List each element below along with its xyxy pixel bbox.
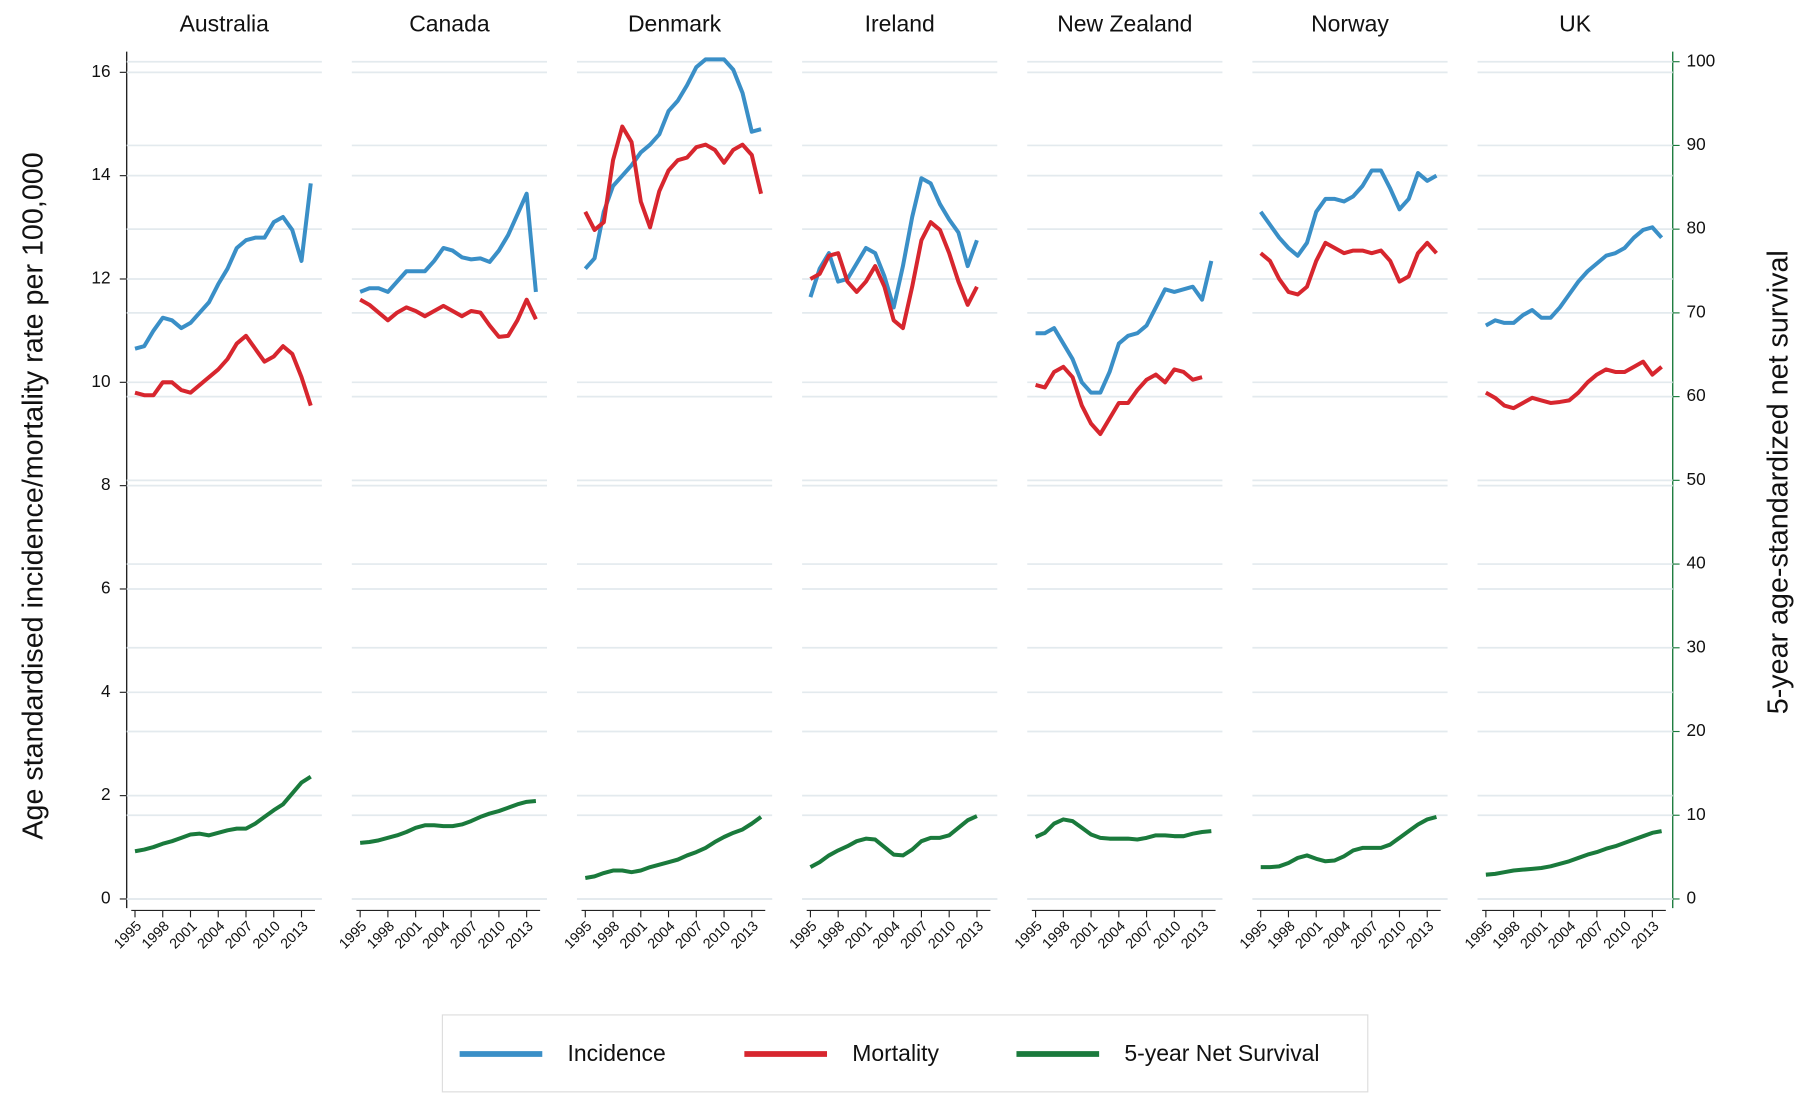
panel-title: Canada [409,10,490,36]
y2-tick-label: 40 [1686,553,1705,573]
series-line [808,176,979,310]
series-line [359,191,538,294]
series-line [809,814,978,869]
legend-label: 5-year Net Survival [1124,1040,1319,1066]
y2-axis-label: 5-year age-standardized net survival [1763,250,1795,714]
legend-label: Mortality [852,1040,939,1066]
legend-box [441,1014,1369,1093]
series-line [809,220,979,331]
series-line [1034,817,1212,842]
y-tick-label: 4 [101,681,111,701]
series-line [1260,814,1437,870]
y-tick-label: 12 [91,268,110,288]
y2-tick-label: 30 [1686,636,1705,656]
series-line [584,815,763,881]
y2-tick-label: 60 [1686,385,1705,405]
y-tick-label: 10 [91,371,110,391]
y-tick-label: 16 [91,61,110,81]
series-line [1485,829,1662,877]
panel-title: Ireland [865,10,935,36]
series-line [134,775,312,854]
series-line [1484,359,1663,411]
series-line [359,297,538,339]
y-tick-label: 2 [101,784,111,804]
y2-tick-label: 100 [1686,50,1715,70]
y-tick-label: 14 [91,164,111,184]
y2-tick-label: 70 [1686,301,1705,321]
panel-title: Australia [180,10,270,36]
y-tick-label: 6 [101,578,111,598]
y2-tick-label: 50 [1686,469,1705,489]
series-line [1484,225,1664,328]
series-line [134,333,313,407]
panel-title: Denmark [628,10,722,36]
panel-title: UK [1559,10,1592,36]
panel-title: New Zealand [1057,10,1192,36]
series-line [1259,168,1438,258]
legend-label: Incidence [568,1040,666,1066]
series-line [1035,364,1203,436]
panel-title: Norway [1311,10,1389,36]
series-line [1259,240,1438,297]
y2-tick-label: 20 [1686,720,1705,740]
y-tick-label: 0 [101,888,111,908]
y2-tick-label: 90 [1686,134,1705,154]
y2-tick-label: 80 [1686,218,1705,238]
series-line [359,799,537,845]
y2-tick-label: 0 [1686,888,1696,908]
series-line [134,183,313,351]
series-line [1035,260,1214,395]
series-line [583,57,762,270]
y-tick-label: 8 [101,474,111,494]
series-line [583,124,763,232]
y2-tick-label: 10 [1686,804,1705,824]
y-axis-label: Age standardised incidence/mortality rat… [17,152,49,839]
